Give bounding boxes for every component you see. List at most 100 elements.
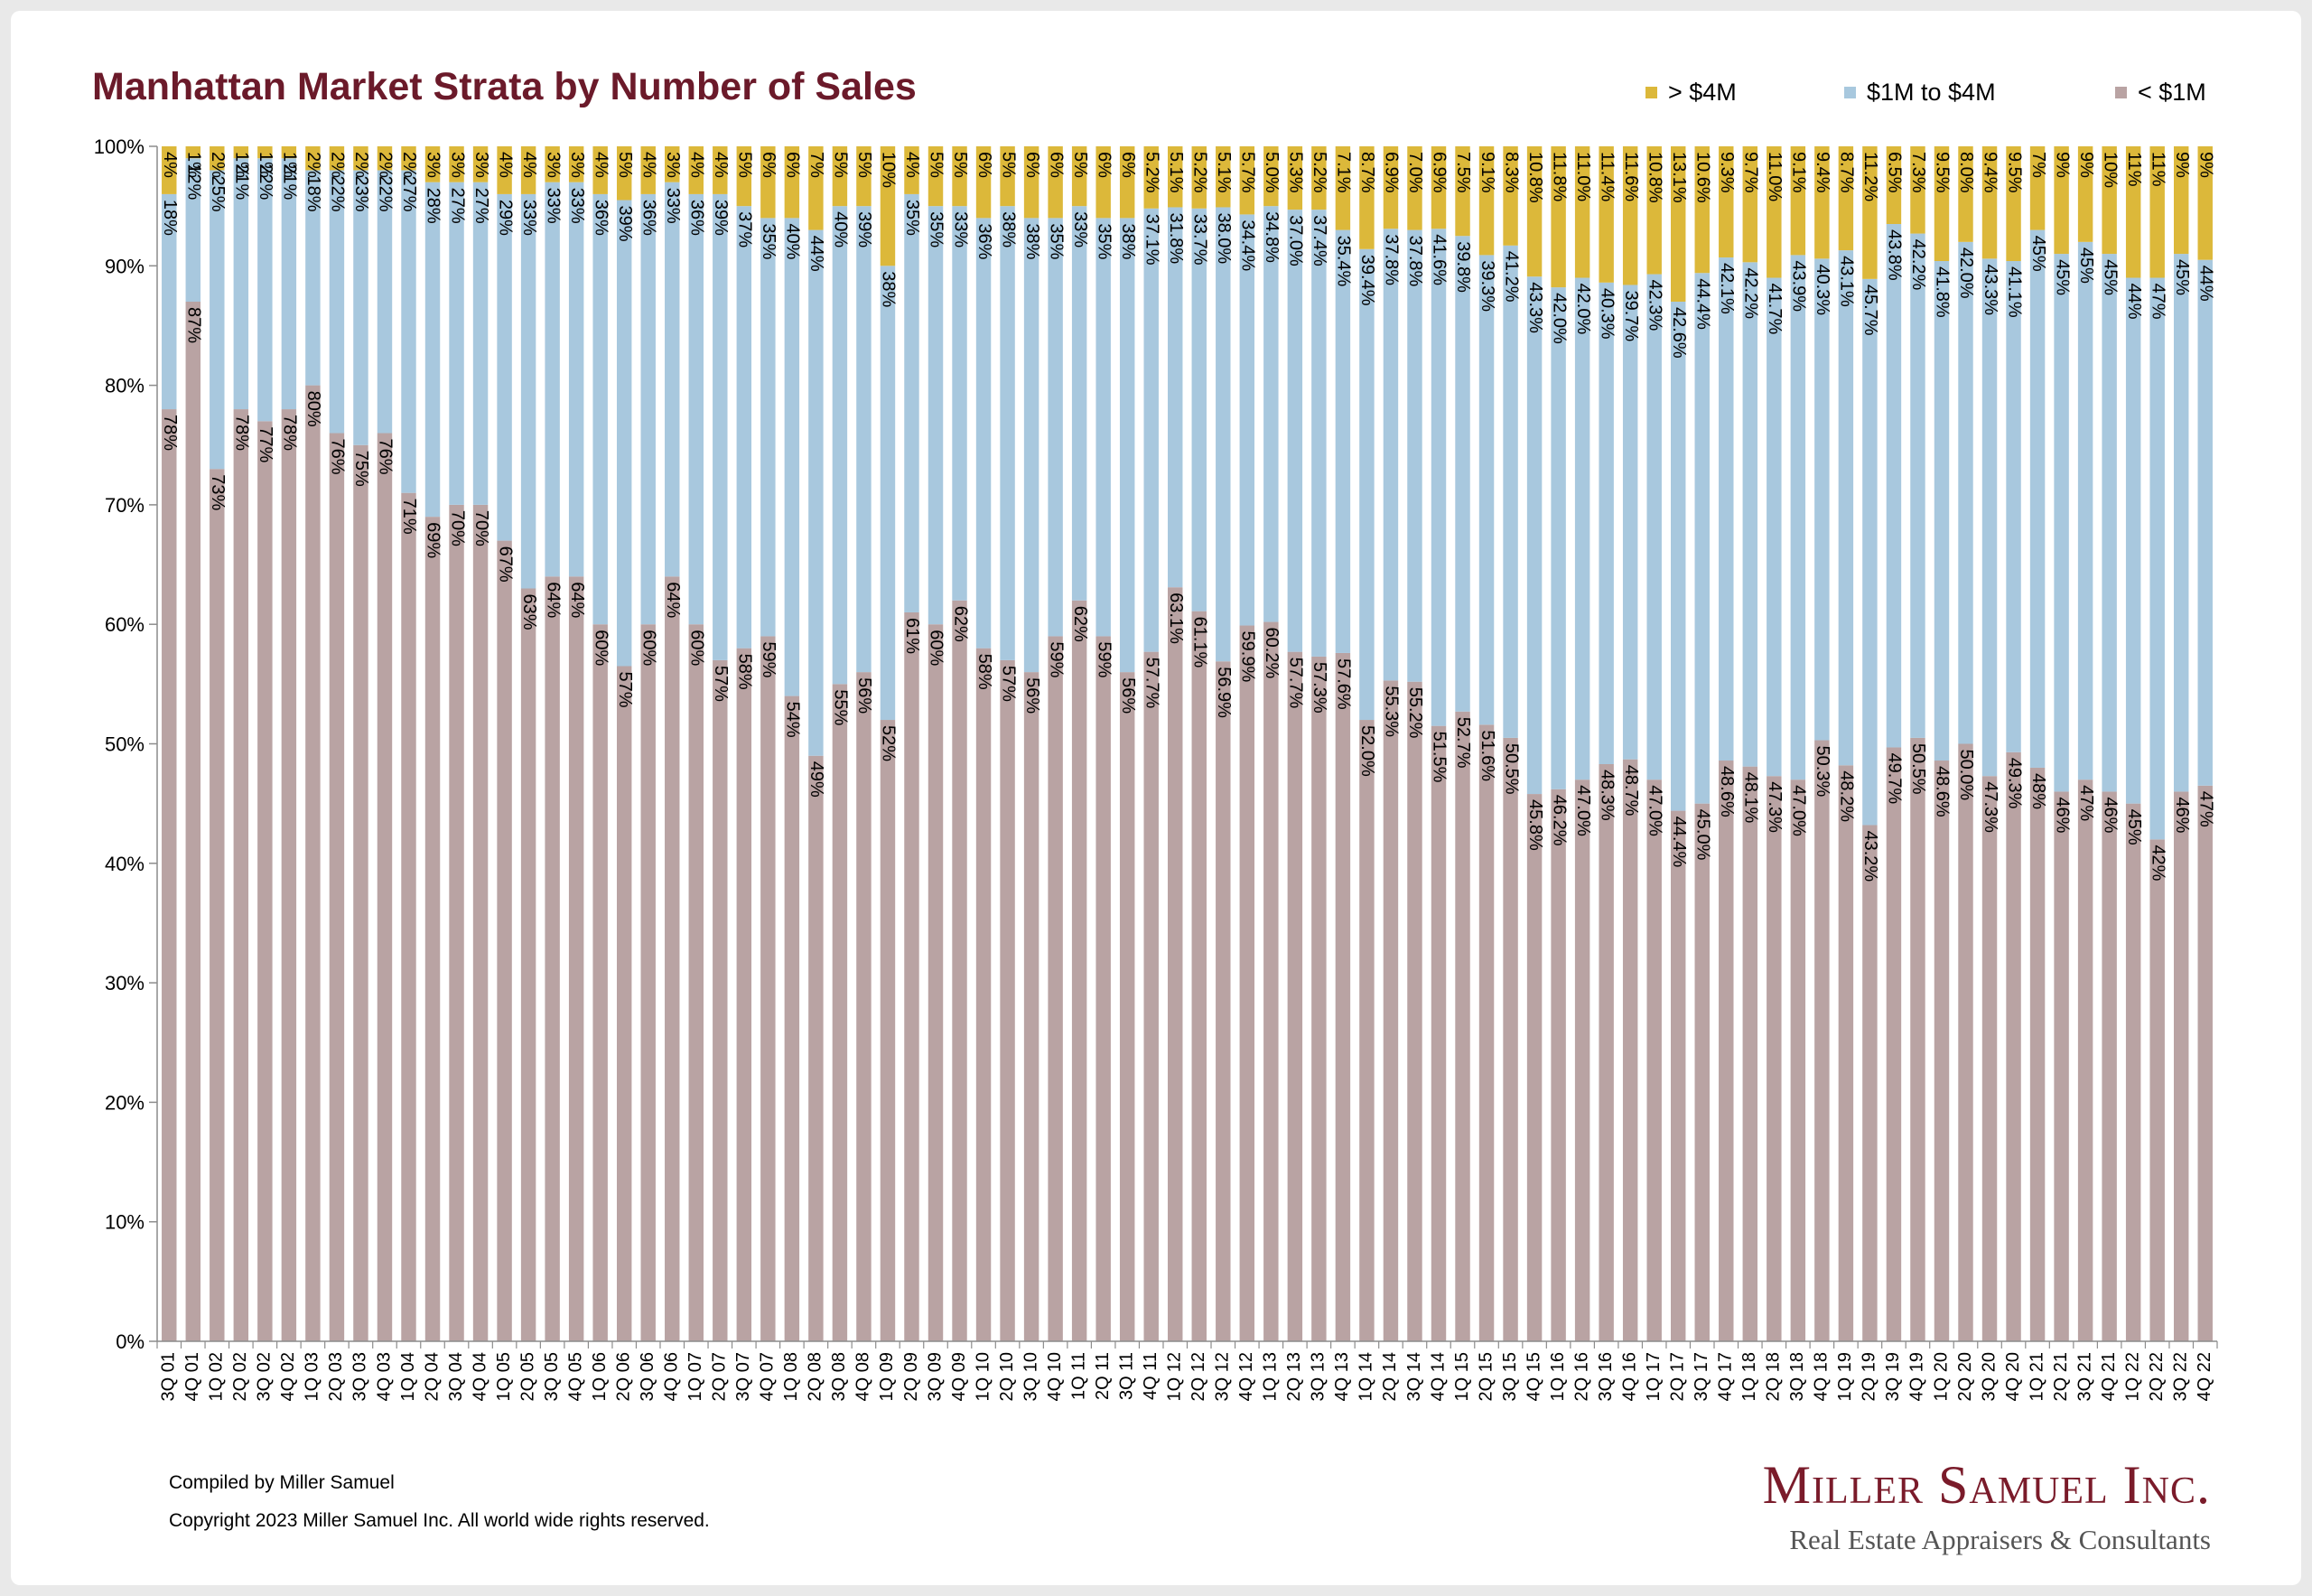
data-label: 11.2% bbox=[1860, 152, 1880, 201]
data-label: 61% bbox=[902, 618, 922, 654]
bar-segment bbox=[2149, 277, 2165, 840]
bar-segment bbox=[1191, 146, 1207, 209]
bar-segment bbox=[1910, 233, 1925, 738]
x-tick-label: 2Q 15 bbox=[1476, 1352, 1496, 1401]
bar-segment bbox=[904, 611, 919, 1341]
bar-segment bbox=[1862, 146, 1878, 279]
x-tick-label: 2Q 21 bbox=[2051, 1352, 2071, 1401]
data-label: 36% bbox=[686, 200, 706, 236]
data-label: 76% bbox=[376, 439, 396, 475]
data-label: 1% bbox=[280, 152, 300, 178]
data-label: 18% bbox=[160, 200, 180, 236]
bar-segment bbox=[2102, 146, 2117, 255]
data-label: 33% bbox=[1070, 211, 1090, 247]
data-label: 45.8% bbox=[1525, 799, 1545, 851]
y-tick-label: 50% bbox=[105, 733, 144, 756]
data-label: 45.7% bbox=[1860, 285, 1880, 336]
data-label: 45% bbox=[2076, 247, 2096, 284]
data-label: 41.7% bbox=[1765, 284, 1785, 335]
bar-segment bbox=[592, 193, 608, 625]
bar-segment bbox=[1168, 146, 1183, 208]
x-tick-label: 4Q 04 bbox=[470, 1352, 489, 1401]
bar-segment bbox=[975, 218, 992, 649]
data-label: 59% bbox=[1094, 641, 1114, 677]
bar-segment bbox=[760, 218, 776, 637]
bar-segment bbox=[281, 146, 297, 159]
data-label: 6% bbox=[1118, 152, 1138, 178]
data-label: 7.5% bbox=[1453, 152, 1473, 193]
x-tick-label: 1Q 22 bbox=[2122, 1352, 2142, 1401]
x-tick-label: 4Q 14 bbox=[1428, 1352, 1448, 1401]
bar-segment bbox=[1023, 146, 1039, 219]
data-label: 57.7% bbox=[1286, 658, 1306, 709]
data-label: 39% bbox=[711, 200, 731, 236]
bar-segment bbox=[377, 146, 393, 171]
bar-segment bbox=[1048, 146, 1063, 219]
bar-segment bbox=[1503, 737, 1518, 1341]
x-tick-label: 3Q 09 bbox=[925, 1352, 945, 1401]
bar-segment bbox=[1216, 146, 1231, 208]
company-logo-name: Miller Samuel Inc. bbox=[1762, 1455, 2211, 1515]
bar-segment bbox=[1359, 248, 1375, 721]
bar-segment bbox=[472, 182, 489, 505]
bar-segment bbox=[1168, 207, 1183, 588]
legend-label-over-4m: > $4M bbox=[1668, 78, 1737, 106]
y-tick-label: 30% bbox=[105, 972, 144, 994]
data-label: 10.8% bbox=[1525, 152, 1545, 203]
bar-segment bbox=[736, 146, 752, 207]
bar-segment bbox=[1335, 146, 1351, 230]
data-label: 33% bbox=[567, 188, 587, 224]
bar-segment bbox=[592, 146, 608, 194]
data-label: 21% bbox=[280, 163, 300, 200]
bar-segment bbox=[2197, 146, 2213, 260]
data-label: 43.3% bbox=[1525, 282, 1545, 333]
data-label: 56.9% bbox=[1214, 667, 1234, 718]
x-tick-label: 2Q 04 bbox=[422, 1352, 442, 1401]
data-label: 73% bbox=[208, 474, 228, 510]
data-label: 3% bbox=[663, 152, 683, 178]
bar-segment bbox=[162, 146, 177, 194]
legend-item-1m-to-4m: $1M to $4M bbox=[1844, 76, 1996, 108]
data-label: 2% bbox=[303, 152, 323, 178]
bar-segment bbox=[2173, 254, 2189, 792]
bar-segment bbox=[210, 469, 225, 1341]
data-label: 29% bbox=[495, 200, 515, 236]
bar-segment bbox=[1335, 652, 1351, 1341]
data-label: 60% bbox=[639, 630, 658, 666]
bar-segment bbox=[1119, 146, 1135, 219]
bar-segment bbox=[832, 146, 848, 207]
data-label: 45% bbox=[2124, 809, 2144, 845]
bar-segment bbox=[2197, 259, 2213, 786]
x-tick-label: 3Q 20 bbox=[1979, 1352, 1999, 1401]
bar-segment bbox=[1478, 255, 1495, 725]
data-label: 35% bbox=[1046, 223, 1066, 259]
bar-segment bbox=[688, 193, 704, 625]
x-tick-label: 1Q 18 bbox=[1739, 1352, 1759, 1401]
x-tick-label: 1Q 07 bbox=[685, 1352, 705, 1401]
data-label: 42% bbox=[2148, 845, 2168, 881]
bar-segment bbox=[1886, 747, 1902, 1341]
bar-segment bbox=[1311, 146, 1327, 210]
x-tick-label: 1Q 06 bbox=[590, 1352, 610, 1401]
x-tick-label: 2Q 20 bbox=[1955, 1352, 1975, 1401]
data-label: 4% bbox=[711, 152, 731, 178]
data-label: 23% bbox=[351, 175, 371, 211]
data-label: 10% bbox=[2100, 152, 2120, 188]
data-label: 52.0% bbox=[1357, 725, 1377, 777]
bar-segment bbox=[1814, 146, 1830, 259]
bar-segment bbox=[2029, 767, 2046, 1341]
bar-segment bbox=[497, 540, 512, 1341]
bar-segment bbox=[1981, 258, 1998, 777]
x-tick-label: 3Q 18 bbox=[1787, 1352, 1807, 1401]
data-label: 42.2% bbox=[1741, 267, 1761, 319]
data-label: 33.7% bbox=[1189, 214, 1209, 266]
bar-segment bbox=[2102, 254, 2117, 792]
data-label: 36% bbox=[639, 200, 658, 236]
chart-title: Manhattan Market Strata by Number of Sal… bbox=[92, 65, 917, 108]
bar-segment bbox=[2077, 241, 2093, 780]
x-tick-label: 3Q 10 bbox=[1021, 1352, 1040, 1401]
data-label: 27% bbox=[471, 188, 491, 224]
data-label: 46% bbox=[2172, 797, 2192, 833]
data-label: 57.3% bbox=[1310, 662, 1329, 714]
bar-segment bbox=[808, 229, 824, 756]
